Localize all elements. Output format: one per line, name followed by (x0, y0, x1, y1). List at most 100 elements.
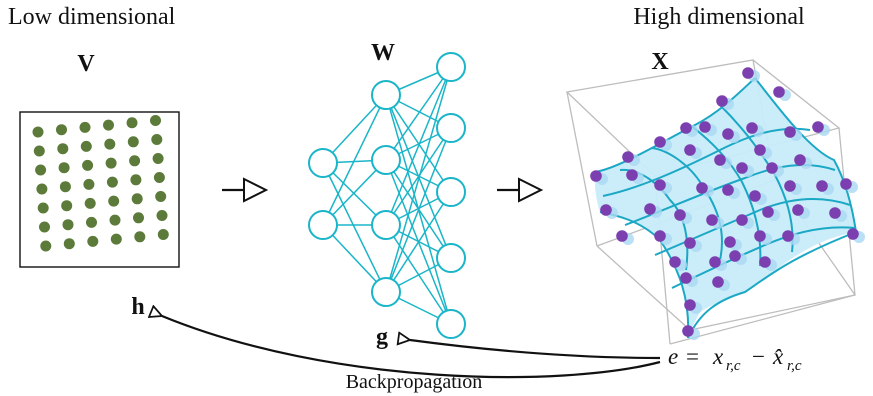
data-point (680, 272, 692, 284)
data-point (762, 206, 774, 218)
network-edge (385, 191, 452, 293)
latent-point (59, 181, 71, 193)
backprop-arrow-to-g (410, 340, 661, 360)
latent-point (37, 202, 49, 214)
forward-arrow-right (497, 177, 544, 203)
data-point (654, 179, 666, 191)
network-node (308, 210, 338, 240)
data-point (644, 203, 656, 215)
data-point (742, 67, 754, 79)
data-point (829, 207, 841, 219)
data-point (722, 128, 734, 140)
latent-point (39, 221, 50, 233)
network-edge (322, 224, 387, 293)
latent-point (58, 162, 70, 174)
low-dimensional-caption: Low dimensional (8, 4, 176, 30)
latent-point (106, 176, 118, 188)
latent-point (109, 214, 121, 226)
data-point (722, 184, 734, 196)
latent-point (63, 238, 75, 250)
manifold-surface (594, 77, 857, 339)
latent-point (153, 172, 165, 183)
data-point (754, 144, 766, 156)
surface-gridline (689, 124, 762, 267)
latent-point (104, 138, 116, 150)
latent-point (40, 240, 52, 252)
latent-point (84, 197, 96, 209)
latent-point (62, 219, 74, 231)
error-equals: = (686, 344, 699, 369)
network-node (436, 243, 466, 273)
error-xhat-subscript: r,c (787, 358, 802, 374)
network-edge (385, 66, 452, 293)
data-point (654, 136, 666, 148)
backpropagation-label: Backpropagation (346, 371, 483, 393)
latent-point (36, 183, 48, 195)
surface-gridline (594, 77, 756, 173)
error-x-subscript: r,c (726, 358, 741, 374)
latent-point (80, 140, 92, 152)
latent-point (32, 126, 44, 138)
data-point (682, 325, 694, 337)
data-point (714, 154, 726, 166)
data-point (736, 162, 748, 174)
surface-gridline (687, 231, 857, 339)
latent-point (86, 216, 97, 228)
error-x: x (712, 344, 724, 369)
forward-arrow-left (222, 177, 269, 203)
network-node (371, 210, 401, 240)
data-point (794, 154, 806, 166)
network-edge (385, 127, 452, 226)
network-edge (322, 94, 387, 226)
latent-point (35, 164, 47, 176)
data-point (712, 276, 724, 288)
network-node (436, 177, 466, 207)
latent-point (151, 134, 163, 145)
surface-gridline (671, 226, 856, 289)
data-point (749, 190, 761, 202)
data-point (782, 230, 794, 242)
error-xhat: x̂ (772, 344, 784, 369)
data-point (616, 230, 628, 242)
data-point (754, 230, 766, 242)
data-point (784, 126, 796, 138)
latent-point (156, 210, 168, 221)
latent-point (157, 229, 169, 240)
data-point (784, 180, 796, 192)
latent-point (134, 231, 146, 243)
network-node (371, 145, 401, 175)
data-point (669, 256, 681, 268)
data-point (847, 228, 859, 240)
latent-point (110, 233, 122, 245)
data-point (680, 122, 692, 134)
data-point (792, 204, 804, 216)
network-node (436, 52, 466, 82)
latent-point (155, 191, 167, 202)
data-point (746, 122, 758, 134)
data-point (684, 144, 696, 156)
latent-point (33, 145, 45, 157)
data-point (709, 256, 721, 268)
network-edge (322, 94, 387, 164)
latent-point (133, 212, 144, 224)
data-point (812, 121, 824, 133)
latent-point (108, 195, 120, 207)
data-point (759, 256, 771, 268)
network-node (308, 148, 338, 178)
network-edge (322, 162, 387, 293)
network-nodes (308, 52, 466, 339)
latent-points (32, 115, 169, 252)
network-node (436, 309, 466, 339)
data-point (626, 169, 638, 181)
latent-point (152, 153, 164, 164)
network-node (436, 113, 466, 143)
network-node (371, 80, 401, 110)
data-point (590, 170, 602, 182)
data-point (766, 162, 778, 174)
data-point (724, 236, 736, 248)
network-edge (385, 66, 452, 226)
latent-point (83, 178, 95, 190)
data-point (716, 95, 728, 107)
data-point (684, 299, 696, 311)
